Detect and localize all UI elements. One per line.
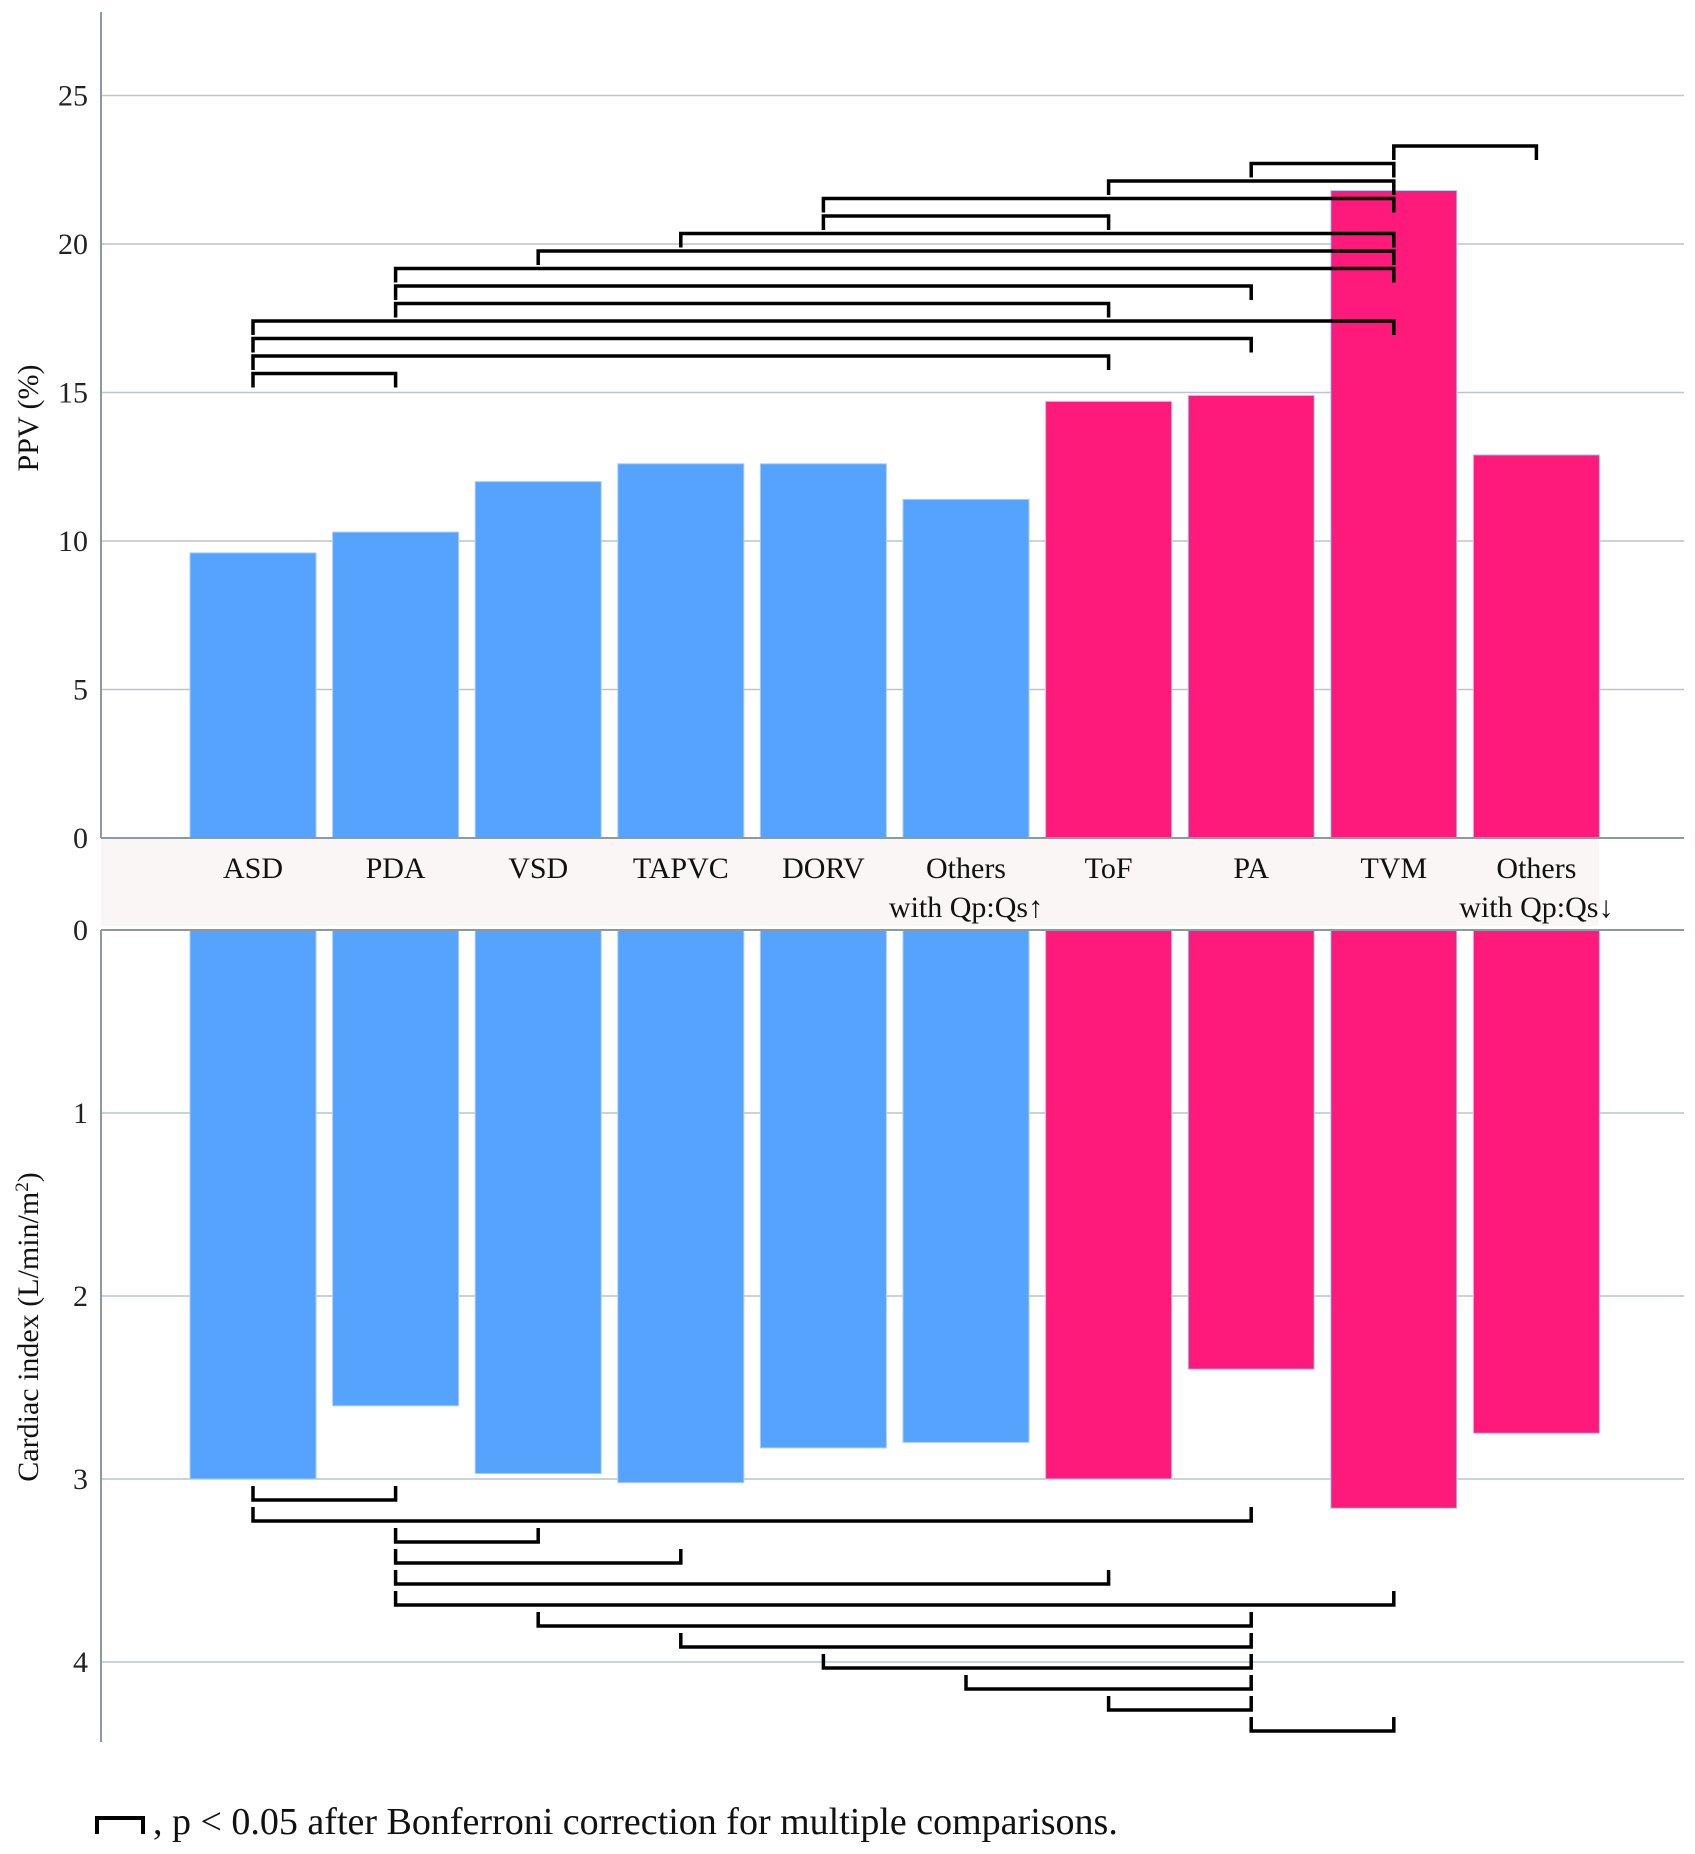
sig-bracket-top-0 [1392, 144, 1539, 160]
y-tick-top-10: 10 [58, 525, 88, 558]
bar-top-4 [759, 463, 887, 839]
category-label-line: DORV [782, 852, 865, 885]
sig-bracket-top-1 [1249, 161, 1396, 178]
sig-bracket-top-9 [393, 301, 1111, 318]
sig-bracket-bottom-9 [964, 1675, 1253, 1691]
bar-top-8 [1330, 190, 1458, 839]
sig-bracket-top-4 [821, 214, 1111, 230]
bars [189, 190, 1600, 1509]
y-tick-top-20: 20 [58, 228, 88, 261]
sig-bracket-bottom-5 [393, 1591, 1396, 1607]
labels: 0 5 10 15 20 25 0 1 2 3 4 ASD PDA VSD TAPVC DORV Others w… [58, 80, 1613, 1680]
bar-bottom-6 [1045, 929, 1173, 1480]
y-tick-top-0: 0 [73, 822, 88, 855]
category-label-7: PA [1233, 852, 1269, 885]
sig-bracket-top-7 [393, 266, 1396, 283]
bar-bottom-9 [1472, 929, 1600, 1434]
bar-bottom-3 [617, 929, 745, 1484]
category-label-1: PDA [366, 852, 426, 885]
category-label-line: ASD [223, 852, 283, 885]
bar-top-7 [1187, 394, 1315, 839]
y-tick-bottom-1: 1 [73, 1097, 88, 1130]
bar-bottom-4 [759, 929, 887, 1449]
bar-top-0 [189, 552, 317, 839]
y-tick-bottom-4: 4 [73, 1646, 88, 1679]
bar-bottom-5 [902, 929, 1030, 1443]
category-label-line: PDA [366, 852, 426, 885]
category-label-line: Others [926, 852, 1006, 885]
y-tick-top-15: 15 [58, 377, 88, 410]
sig-bracket-bottom-0 [251, 1486, 398, 1502]
category-band [101, 838, 1599, 926]
sig-bracket-top-6 [536, 249, 1396, 265]
category-label-line: PA [1233, 852, 1269, 885]
bar-top-9 [1472, 454, 1600, 839]
sig-bracket-top-11 [251, 336, 1253, 353]
category-label-line: VSD [508, 852, 568, 885]
sig-bracket-top-12 [251, 354, 1111, 370]
category-label-line: Others [1496, 852, 1576, 885]
category-label-line: TVM [1360, 852, 1427, 885]
bar-bottom-7 [1187, 929, 1315, 1370]
significance-brackets [251, 144, 1539, 1733]
sig-bracket-bottom-6 [536, 1612, 1253, 1628]
y-tick-bottom-2: 2 [73, 1280, 88, 1313]
y-axis-label-top: PPV (%) [12, 365, 45, 472]
sig-bracket-bottom-10 [1106, 1696, 1253, 1712]
sig-bracket-bottom-2 [393, 1528, 540, 1544]
y-axis-label-bottom: Cardiac index (L/min/m2) [12, 1172, 45, 1481]
sig-bracket-bottom-11 [1249, 1717, 1396, 1733]
sig-bracket-top-2 [1106, 179, 1396, 195]
category-label-0: ASD [223, 852, 283, 885]
sig-bracket-top-8 [393, 284, 1253, 300]
category-label-3: TAPVC [633, 852, 729, 885]
y-tick-top-25: 25 [58, 80, 88, 113]
sig-bracket-top-5 [679, 231, 1396, 248]
category-label-4: DORV [782, 852, 865, 885]
category-label-6: ToF [1085, 852, 1133, 885]
bar-bottom-8 [1330, 929, 1458, 1509]
category-label-line: TAPVC [633, 852, 729, 885]
category-label-5: Others with Qp:Qs↑ [889, 852, 1043, 924]
y-tick-bottom-0: 0 [73, 914, 88, 947]
sig-bracket-bottom-8 [821, 1654, 1253, 1670]
y-tick-bottom-3: 3 [73, 1463, 88, 1496]
bar-top-5 [902, 498, 1030, 839]
bracket-legend-icon [95, 1816, 145, 1835]
category-label-9: Others with Qp:Qs↓ [1459, 852, 1613, 924]
category-label-2: VSD [508, 852, 568, 885]
sig-bracket-top-10 [251, 319, 1396, 335]
sig-bracket-top-3 [821, 196, 1396, 213]
y-axis-label-bottom-main: Cardiac index (L/min/m [12, 1192, 45, 1482]
bar-bottom-0 [189, 929, 317, 1480]
bar-top-6 [1045, 400, 1173, 839]
y-axis-label-bottom-sup: 2 [12, 1182, 33, 1192]
bar-top-3 [617, 463, 745, 839]
axes [100, 12, 1684, 1742]
sig-bracket-bottom-1 [251, 1507, 1253, 1523]
y-axis-label-bottom-close: ) [12, 1172, 45, 1182]
category-label-line: with Qp:Qs↓ [1459, 891, 1613, 924]
y-tick-top-5: 5 [73, 674, 88, 707]
bar-top-1 [332, 531, 460, 839]
category-label-line: ToF [1085, 852, 1133, 885]
category-label-line: with Qp:Qs↑ [889, 891, 1043, 924]
footnote-text: , p < 0.05 after Bonferroni correction f… [153, 1801, 1118, 1843]
bar-bottom-2 [474, 929, 602, 1475]
footnote: , p < 0.05 after Bonferroni correction f… [95, 1800, 1118, 1844]
bar-top-2 [474, 481, 602, 839]
category-label-8: TVM [1360, 852, 1427, 885]
sig-bracket-bottom-7 [679, 1633, 1253, 1649]
sig-bracket-bottom-4 [393, 1570, 1111, 1586]
sig-bracket-bottom-3 [393, 1549, 683, 1565]
sig-bracket-top-13 [251, 371, 398, 388]
bar-bottom-1 [332, 929, 460, 1407]
